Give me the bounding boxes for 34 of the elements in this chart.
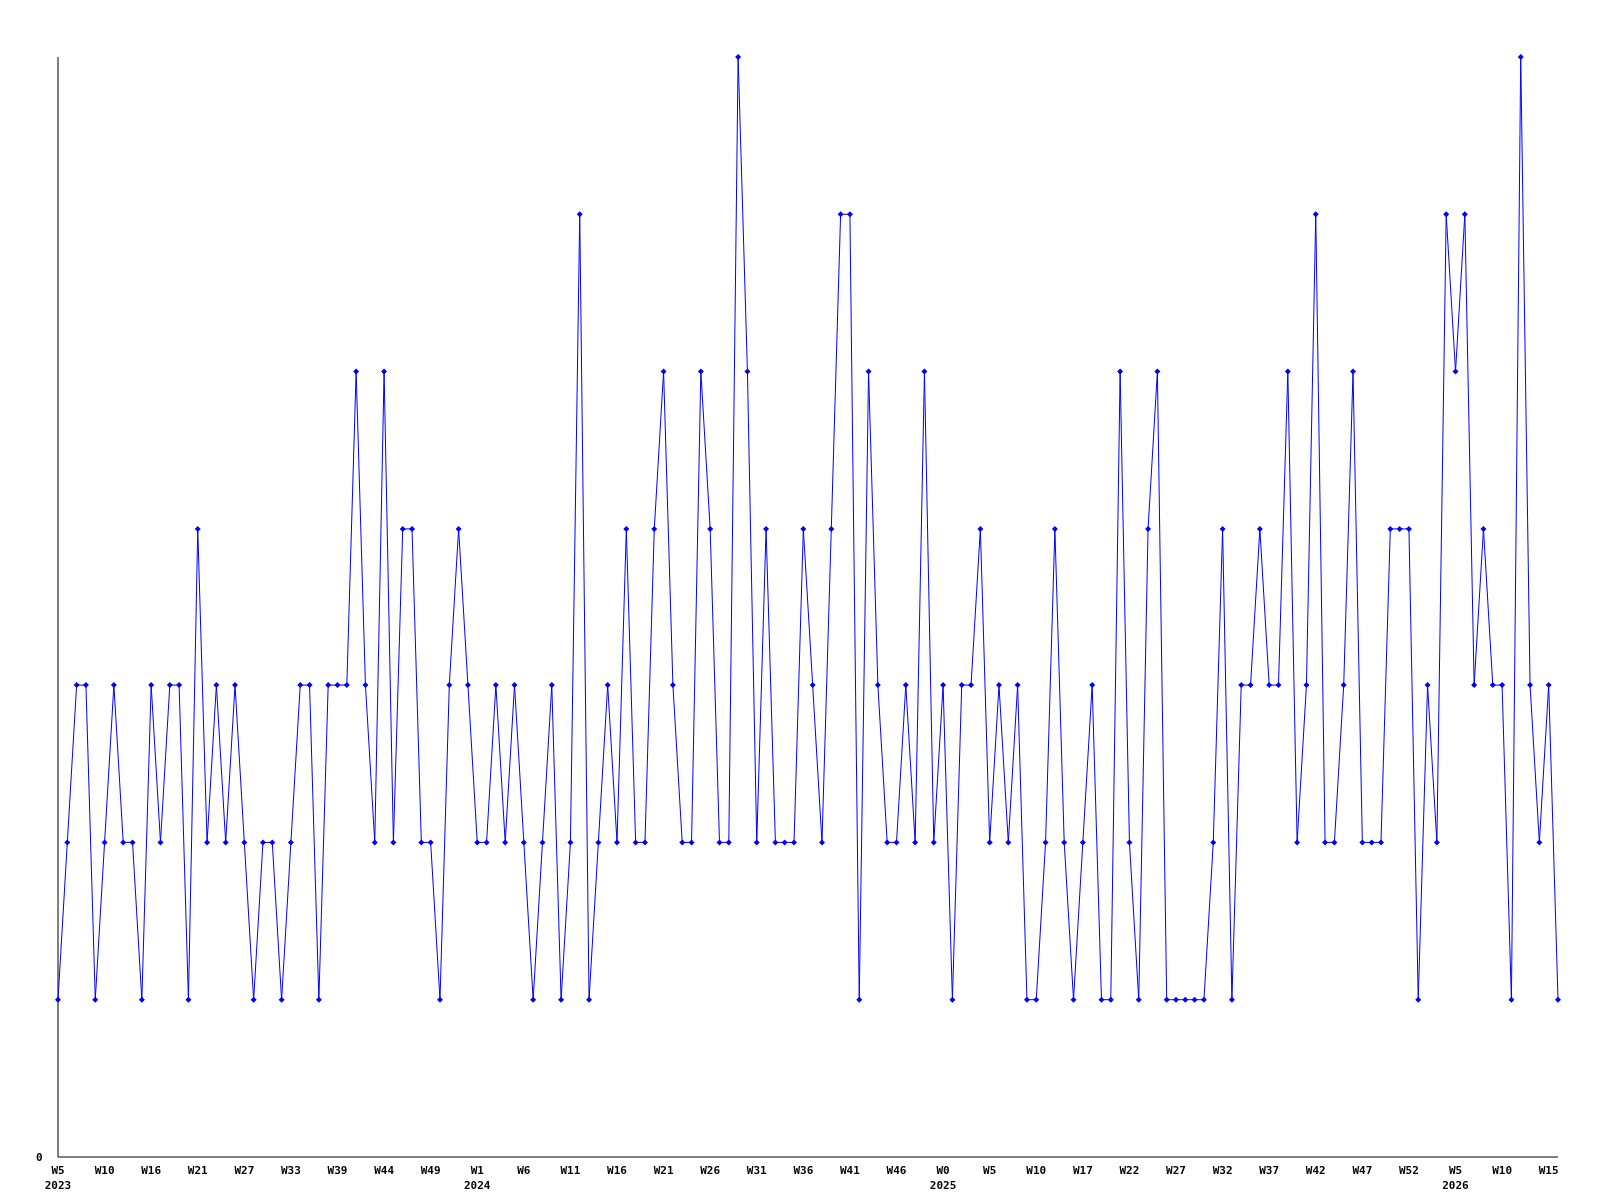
x-tick-label: W52 <box>1398 1164 1419 1177</box>
x-tick-label: W32 <box>1212 1164 1233 1177</box>
x-tick-label: W37 <box>1259 1164 1280 1177</box>
x-tick-label: W21 <box>187 1164 209 1177</box>
x-tick-label: W31 <box>746 1164 768 1177</box>
x-tick-label: W27 <box>234 1164 255 1177</box>
x-tick-label: W5 <box>983 1164 997 1177</box>
x-tick-label: W36 <box>793 1164 814 1177</box>
x-tick-label: W10 <box>94 1164 115 1177</box>
x-tick-label: W1 2024 <box>464 1164 491 1192</box>
x-tick-label: W5 2023 <box>44 1164 72 1192</box>
x-tick-label: W21 <box>653 1164 674 1177</box>
x-tick-label: W39 <box>327 1164 348 1177</box>
x-tick-label: W47 <box>1352 1164 1373 1177</box>
x-tick-label: W10 <box>1492 1164 1513 1177</box>
x-tick-label: W46 <box>886 1164 907 1177</box>
text: 0 <box>36 1151 43 1164</box>
x-tick-label: W26 <box>700 1164 721 1177</box>
x-tick-label: W22 <box>1119 1164 1140 1177</box>
x-tick-label: W49 <box>420 1164 441 1177</box>
x-tick-label: W15 <box>1538 1164 1559 1177</box>
x-tick-label: W11 <box>560 1164 581 1177</box>
x-tick-label: W17 <box>1072 1164 1093 1177</box>
x-tick-label: W16 <box>607 1164 628 1177</box>
x-tick-label: W0 2025 <box>929 1164 957 1192</box>
x-tick-label: W44 <box>374 1164 395 1177</box>
x-tick-label: W6 <box>517 1164 531 1177</box>
x-tick-label: W42 <box>1305 1164 1326 1177</box>
x-tick-label: W33 <box>280 1164 301 1177</box>
x-tick-label: W27 <box>1166 1164 1186 1177</box>
x-tick-label: W10 <box>1026 1164 1047 1177</box>
x-tick-label: W5 2026 <box>1442 1164 1470 1192</box>
x-tick-label: W16 <box>141 1164 162 1177</box>
x-tick-label: W41 <box>839 1164 861 1177</box>
